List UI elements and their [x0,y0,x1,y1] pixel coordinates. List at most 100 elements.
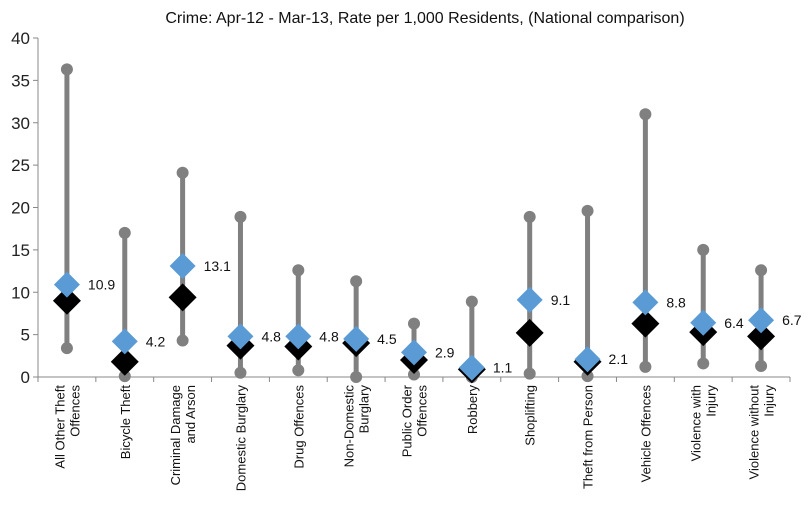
category-label: Shoplifting [523,385,538,446]
range-min-dot [408,368,420,381]
range-max-dot [523,210,536,223]
local-value-marker [574,346,601,373]
range-max-dot [292,264,305,277]
category-label-line: Injury [762,385,777,417]
category-label: Violence with Injury [689,385,719,462]
national-average-marker [52,286,81,315]
national-average-marker [110,347,139,376]
range-min-dot [234,366,247,379]
value-label: 9.1 [551,292,571,308]
y-tick-label: 30 [11,114,30,133]
range-max-dot [697,243,710,256]
y-tick-label: 15 [11,241,30,260]
category-label-line: Public Order [400,384,415,457]
range-min-dot [350,371,363,383]
value-label: 6.4 [724,315,744,331]
range-max-dot [408,317,420,330]
value-label: 6.7 [782,312,802,328]
range-max-dot [176,166,189,179]
range-min-dot [523,367,536,380]
national-average-marker [168,283,197,312]
category-label-line: Vehicle Offences [638,385,653,483]
range-min-dot [176,334,189,347]
y-tick-label: 5 [21,326,30,345]
category-label: Bicycle Theft [118,385,133,460]
value-label: 1.1 [493,360,513,376]
category-label: Public Order Offences [400,384,430,457]
range-min-dot [581,370,594,383]
category-label: Theft from Person [581,385,596,489]
category-label: Criminal Damage and Arson [168,385,198,485]
range-min-dot [118,370,131,383]
local-value-marker [632,289,659,316]
local-value-marker [516,286,543,313]
local-value-marker [458,354,485,381]
local-markers [53,252,775,381]
y-tick-label: 25 [11,156,30,175]
chart-title: Crime: Apr-12 - Mar-13, Rate per 1,000 R… [165,10,684,27]
category-label-line: All Other Theft [52,385,67,469]
value-label: 2.9 [435,344,455,360]
value-labels: 10.9 4.2 13.1 4.8 4.8 4.5 2.9 1.1 9.1 2.1 8.8 6.4 6.… [88,258,802,376]
category-labels: All Other Theft Offences Bicycle Theft Crim… [52,384,776,491]
category-label: Violence without Injury [747,385,777,480]
category-label: Non-Domestic Burglary [342,385,372,468]
category-label: Vehicle Offences [638,385,653,483]
y-tick-label: 0 [21,368,30,387]
category-label-line: Offences [67,385,82,437]
national-average-marker [747,322,776,351]
category-label-line: Theft from Person [581,385,596,489]
value-label: 4.8 [261,328,281,344]
range-max-dot [465,295,478,308]
local-value-marker [285,323,312,350]
category-label-line: Domestic Burglary [233,385,248,492]
category-label-line: Bicycle Theft [118,385,133,460]
category-label-line: Violence with [689,385,704,461]
local-value-marker [53,271,80,298]
national-average-marker [631,309,660,338]
category-label-line: Offences [415,385,430,437]
range-min-dot [60,342,73,355]
value-label: 10.9 [88,277,115,293]
category-label-line: Violence without [747,385,762,480]
value-label: 8.8 [666,294,686,310]
value-label: 4.8 [319,328,339,344]
y-tick-label: 20 [11,199,30,218]
category-label: All Other Theft Offences [52,385,82,469]
range-max-dot [639,108,652,121]
range-max-dot [350,275,363,288]
range-lines [60,63,768,383]
range-max-dot [581,204,594,217]
local-value-marker [227,323,254,350]
category-label-line: Robbery [465,385,480,435]
range-max-dot [234,210,247,223]
value-label: 4.5 [377,331,397,347]
local-value-marker [343,325,370,352]
category-label: Robbery [465,385,480,435]
national-average-marker [515,318,544,347]
y-tick-label: 35 [11,71,30,90]
range-min-dot [755,359,768,372]
category-label-line: Injury [704,385,719,417]
value-label: 4.2 [146,333,166,349]
category-label-line: Shoplifting [523,385,538,446]
value-label: 2.1 [609,351,629,367]
category-label-line: and Arson [183,385,198,444]
local-value-marker [690,309,717,336]
category-label: Drug Offences [291,385,306,469]
range-min-dot [292,364,305,377]
category-label-line: Criminal Damage [168,385,183,485]
range-max-dot [60,63,73,76]
range-max-dot [755,264,768,277]
category-label-line: Burglary [357,385,372,434]
y-axis: 0 5 10 15 20 25 30 35 40 [11,29,39,387]
range-min-dot [639,360,652,373]
y-tick-label: 10 [11,283,30,302]
value-label: 13.1 [204,258,231,274]
category-label-line: Non-Domestic [342,385,357,468]
y-tick-label: 40 [11,29,30,48]
category-label-line: Drug Offences [291,385,306,469]
category-label: Domestic Burglary [233,385,248,492]
